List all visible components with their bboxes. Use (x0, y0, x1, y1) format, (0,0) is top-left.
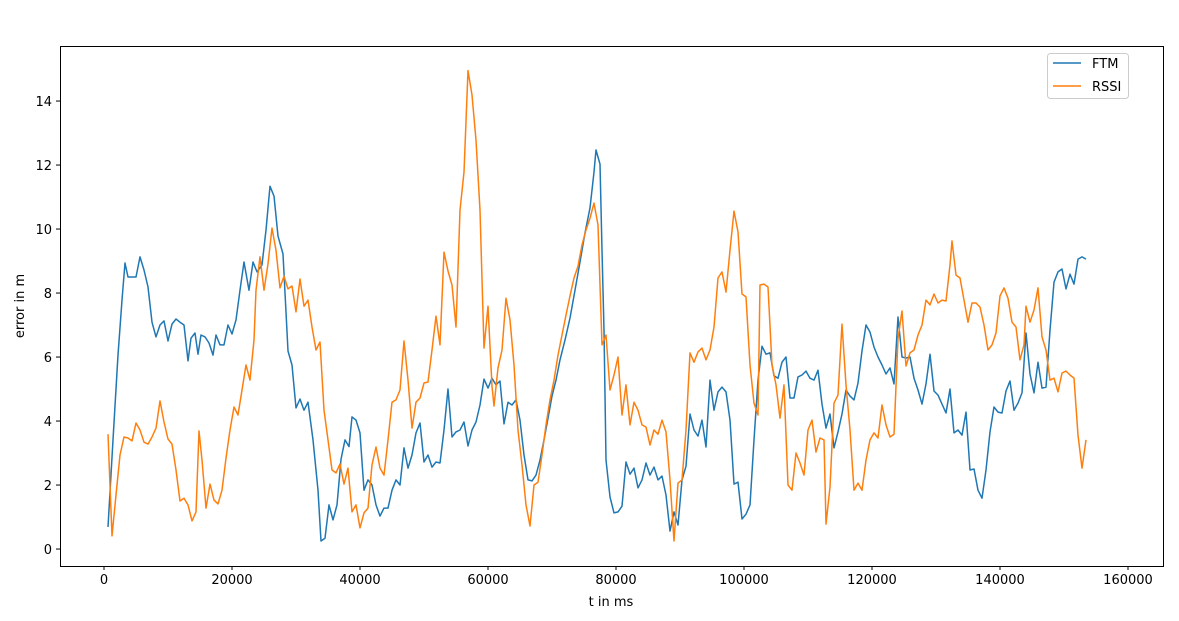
x-tick-label: 80000 (595, 573, 636, 588)
y-tick-label: 14 (35, 95, 52, 110)
x-axis: 0 20000 40000 60000 80000 100000 120000 140000 1… (100, 566, 1153, 588)
series-line-ftm (107, 149, 1087, 542)
x-tick-label: 100000 (719, 573, 769, 588)
x-tick-label: 160000 (1103, 573, 1153, 588)
legend-box (1047, 53, 1129, 99)
legend: FTM RSSI (1047, 53, 1129, 99)
y-tick-label: 4 (44, 415, 52, 430)
y-tick-label: 8 (44, 287, 52, 302)
y-tick-label: 6 (44, 351, 52, 366)
x-tick-label: 20000 (211, 573, 252, 588)
axes-frame (60, 46, 1164, 567)
y-tick-label: 10 (35, 223, 52, 238)
legend-label-rssi: RSSI (1092, 80, 1121, 95)
y-axis-label: error in m (13, 274, 28, 338)
plot-area (60, 46, 1163, 566)
legend-label-ftm: FTM (1092, 57, 1118, 72)
x-tick-label: 60000 (467, 573, 508, 588)
y-axis: 0 2 4 6 8 10 12 14 (35, 95, 60, 558)
x-tick-label: 40000 (339, 573, 380, 588)
x-tick-label: 0 (100, 573, 108, 588)
y-tick-label: 0 (44, 543, 52, 558)
x-axis-label: t in ms (589, 595, 634, 610)
y-tick-label: 12 (35, 159, 52, 174)
y-tick-label: 2 (44, 479, 52, 494)
series-line-rssi (107, 69, 1087, 542)
x-tick-label: 140000 (975, 573, 1025, 588)
x-tick-label: 120000 (847, 573, 897, 588)
series-layer (107, 69, 1087, 542)
